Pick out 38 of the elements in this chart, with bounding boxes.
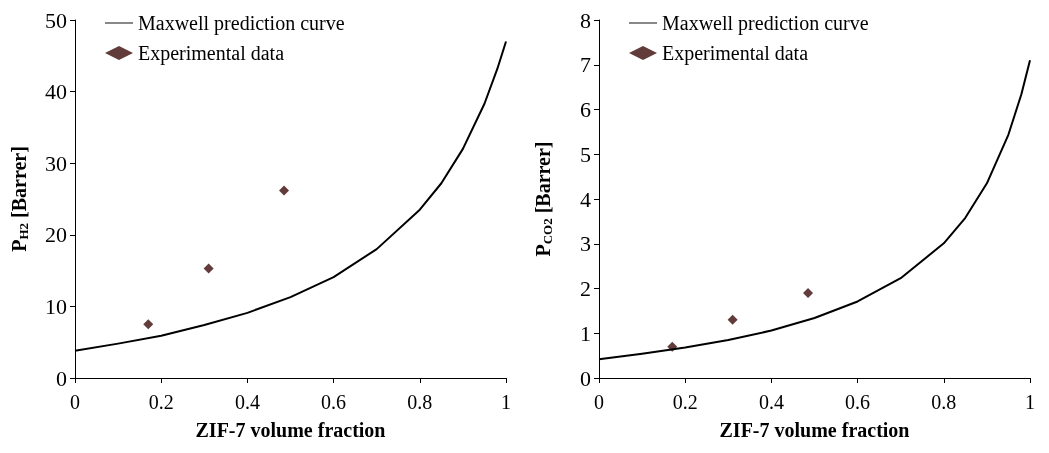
- y-tick-label: 3: [580, 231, 591, 257]
- legend-label: Maxwell prediction curve: [138, 12, 345, 35]
- x-tick-label: 0.2: [148, 391, 174, 413]
- x-axis-title: ZIF-7 volume fraction: [719, 419, 910, 441]
- point: [803, 287, 814, 298]
- y-tick-label: 10: [45, 293, 67, 319]
- y-tick-label: 50: [45, 7, 67, 33]
- y-axis-title: PH2 [Barrer]: [7, 146, 31, 252]
- y-tick-label: 0: [580, 365, 591, 391]
- y-tick-label: 6: [580, 97, 591, 122]
- x-tick-label: 0.2: [672, 391, 698, 413]
- point: [727, 314, 738, 325]
- x-tick-label: 1: [501, 391, 511, 413]
- legend-label: Maxwell prediction curve: [662, 12, 869, 35]
- y-tick-label: 20: [45, 222, 67, 248]
- x-tick-label: 0.8: [931, 391, 957, 413]
- point: [143, 319, 154, 330]
- y-tick-label: 4: [580, 186, 591, 212]
- x-tick-label: 1: [1025, 391, 1035, 413]
- y-tick-label: 40: [45, 79, 67, 105]
- x-tick-label: 0.8: [407, 391, 433, 413]
- y-tick-label: 1: [580, 320, 591, 346]
- point: [279, 185, 290, 196]
- y-tick-label: 0: [56, 365, 67, 391]
- y-tick-label: 30: [45, 150, 67, 176]
- y-tick-label: 7: [580, 52, 591, 78]
- point: [203, 263, 214, 274]
- x-tick-label: 0.4: [234, 391, 260, 413]
- y-tick-label: 2: [580, 276, 591, 301]
- x-tick-label: 0.4: [758, 391, 784, 413]
- x-tick-label: 0.6: [321, 391, 347, 413]
- y-tick-label: 8: [580, 7, 591, 33]
- legend-label: Experimental data: [138, 42, 285, 65]
- y-axis-title: PCO2 [Barrer]: [531, 141, 555, 257]
- legend-label: Experimental data: [662, 42, 809, 65]
- x-axis-title: ZIF-7 volume fraction: [195, 419, 386, 441]
- y-tick-label: 5: [580, 141, 591, 167]
- x-tick-label: 0.6: [845, 391, 871, 413]
